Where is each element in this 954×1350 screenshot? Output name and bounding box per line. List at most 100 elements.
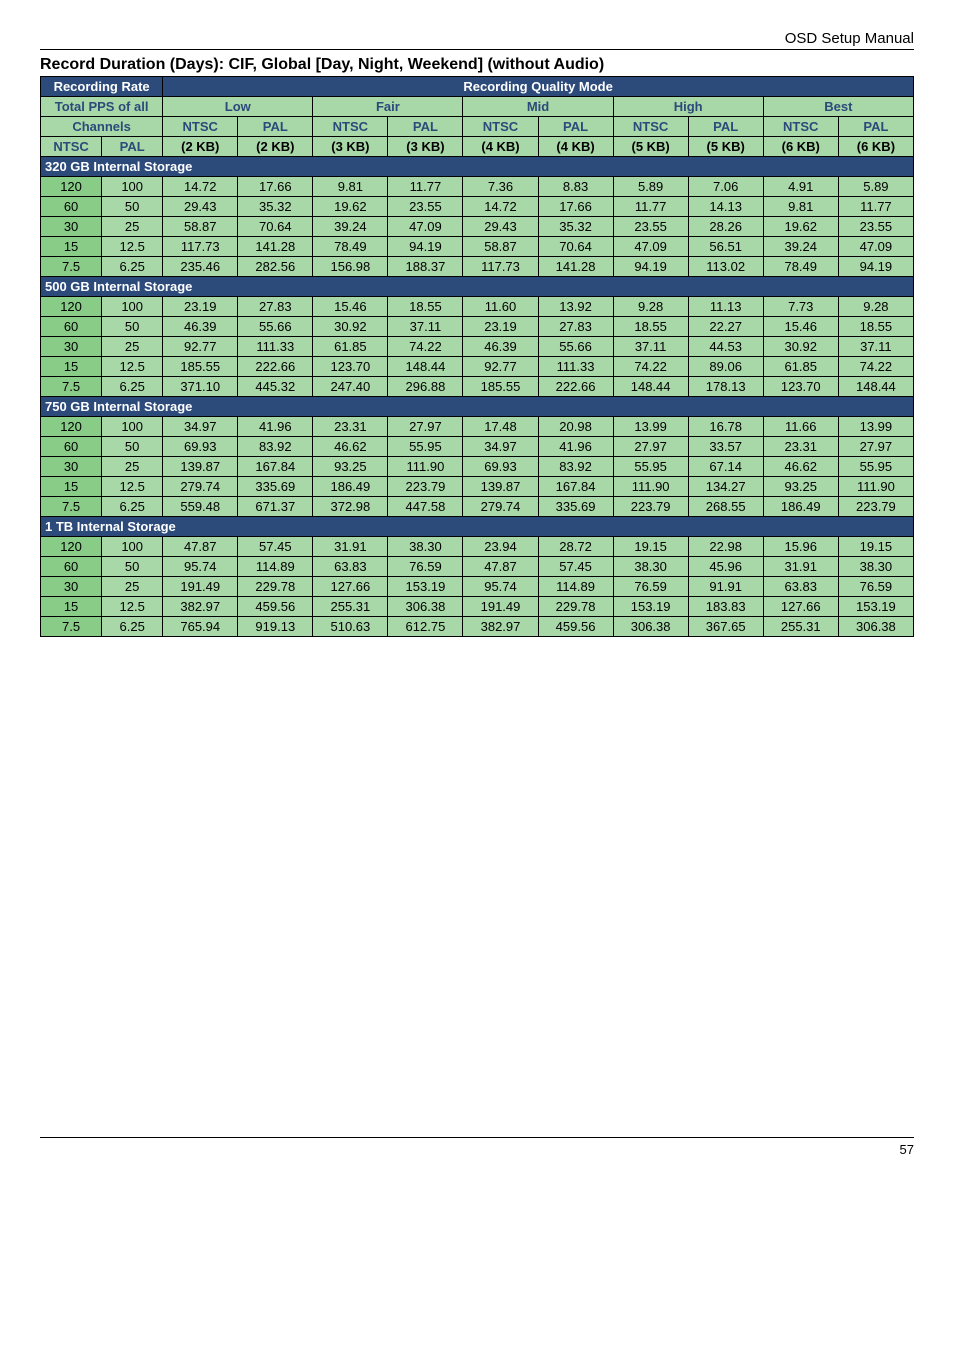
data-cell: 229.78 <box>238 577 313 597</box>
hdr-channels: Channels <box>41 117 163 137</box>
rate-pal: 100 <box>102 417 163 437</box>
data-cell: 335.69 <box>538 497 613 517</box>
data-cell: 671.37 <box>238 497 313 517</box>
rate-pal: 6.25 <box>102 257 163 277</box>
hdr-best: Best <box>763 97 913 117</box>
hdr-kb: (2 KB) <box>238 137 313 157</box>
data-cell: 255.31 <box>313 597 388 617</box>
section-label: 1 TB Internal Storage <box>41 517 914 537</box>
data-cell: 47.87 <box>463 557 538 577</box>
data-cell: 16.78 <box>688 417 763 437</box>
data-cell: 47.87 <box>163 537 238 557</box>
rate-ntsc: 120 <box>41 417 102 437</box>
data-cell: 31.91 <box>763 557 838 577</box>
data-cell: 268.55 <box>688 497 763 517</box>
rate-pal: 25 <box>102 577 163 597</box>
data-cell: 153.19 <box>838 597 913 617</box>
data-cell: 5.89 <box>838 177 913 197</box>
rate-ntsc: 7.5 <box>41 377 102 397</box>
data-cell: 153.19 <box>388 577 463 597</box>
hdr-kb: (6 KB) <box>838 137 913 157</box>
data-cell: 67.14 <box>688 457 763 477</box>
hdr-kb: (5 KB) <box>688 137 763 157</box>
data-cell: 38.30 <box>613 557 688 577</box>
data-cell: 76.59 <box>838 577 913 597</box>
rate-pal: 25 <box>102 337 163 357</box>
data-cell: 188.37 <box>388 257 463 277</box>
data-cell: 7.73 <box>763 297 838 317</box>
data-cell: 11.13 <box>688 297 763 317</box>
hdr-mid: Mid <box>463 97 613 117</box>
rate-pal: 6.25 <box>102 377 163 397</box>
data-cell: 9.81 <box>313 177 388 197</box>
page-title: Record Duration (Days): CIF, Global [Day… <box>40 56 914 74</box>
data-cell: 46.62 <box>763 457 838 477</box>
page-number: 57 <box>900 1142 914 1157</box>
data-cell: 141.28 <box>238 237 313 257</box>
data-cell: 222.66 <box>238 357 313 377</box>
rate-ntsc: 30 <box>41 577 102 597</box>
duration-table: Recording Rate Recording Quality Mode To… <box>40 76 914 637</box>
hdr-ntsc: NTSC <box>763 117 838 137</box>
data-cell: 17.48 <box>463 417 538 437</box>
hdr-ntsc: NTSC <box>163 117 238 137</box>
data-cell: 23.55 <box>838 217 913 237</box>
data-cell: 111.90 <box>838 477 913 497</box>
data-cell: 76.59 <box>613 577 688 597</box>
hdr-kb: (5 KB) <box>613 137 688 157</box>
data-cell: 5.89 <box>613 177 688 197</box>
data-cell: 114.89 <box>238 557 313 577</box>
data-cell: 83.92 <box>538 457 613 477</box>
data-cell: 183.83 <box>688 597 763 617</box>
data-cell: 279.74 <box>163 477 238 497</box>
hdr-pal: PAL <box>688 117 763 137</box>
data-cell: 371.10 <box>163 377 238 397</box>
data-cell: 185.55 <box>463 377 538 397</box>
data-cell: 47.09 <box>613 237 688 257</box>
data-cell: 167.84 <box>238 457 313 477</box>
data-cell: 167.84 <box>538 477 613 497</box>
data-cell: 46.62 <box>313 437 388 457</box>
data-cell: 445.32 <box>238 377 313 397</box>
hdr-recording-rate: Recording Rate <box>41 77 163 97</box>
data-cell: 223.79 <box>838 497 913 517</box>
data-cell: 28.72 <box>538 537 613 557</box>
data-cell: 92.77 <box>163 337 238 357</box>
data-cell: 30.92 <box>313 317 388 337</box>
data-cell: 29.43 <box>463 217 538 237</box>
data-cell: 191.49 <box>163 577 238 597</box>
data-cell: 18.55 <box>388 297 463 317</box>
section-label: 500 GB Internal Storage <box>41 277 914 297</box>
rate-pal: 25 <box>102 457 163 477</box>
data-cell: 27.97 <box>613 437 688 457</box>
data-cell: 33.57 <box>688 437 763 457</box>
data-cell: 11.66 <box>763 417 838 437</box>
rate-ntsc: 7.5 <box>41 617 102 637</box>
rate-pal: 50 <box>102 437 163 457</box>
rate-ntsc: 7.5 <box>41 497 102 517</box>
data-cell: 235.46 <box>163 257 238 277</box>
data-cell: 58.87 <box>463 237 538 257</box>
rate-ntsc: 120 <box>41 297 102 317</box>
rate-pal: 6.25 <box>102 497 163 517</box>
data-cell: 447.58 <box>388 497 463 517</box>
data-cell: 9.28 <box>613 297 688 317</box>
data-cell: 35.32 <box>538 217 613 237</box>
data-cell: 306.38 <box>838 617 913 637</box>
data-cell: 74.22 <box>613 357 688 377</box>
rate-pal: 100 <box>102 297 163 317</box>
data-cell: 23.55 <box>388 197 463 217</box>
data-cell: 47.09 <box>388 217 463 237</box>
rate-ntsc: 15 <box>41 357 102 377</box>
data-cell: 63.83 <box>313 557 388 577</box>
data-cell: 95.74 <box>163 557 238 577</box>
data-cell: 55.66 <box>538 337 613 357</box>
data-cell: 23.19 <box>463 317 538 337</box>
data-cell: 123.70 <box>763 377 838 397</box>
rate-ntsc: 30 <box>41 457 102 477</box>
data-cell: 255.31 <box>763 617 838 637</box>
header-right: OSD Setup Manual <box>40 30 914 50</box>
data-cell: 186.49 <box>313 477 388 497</box>
data-cell: 139.87 <box>163 457 238 477</box>
data-cell: 382.97 <box>463 617 538 637</box>
